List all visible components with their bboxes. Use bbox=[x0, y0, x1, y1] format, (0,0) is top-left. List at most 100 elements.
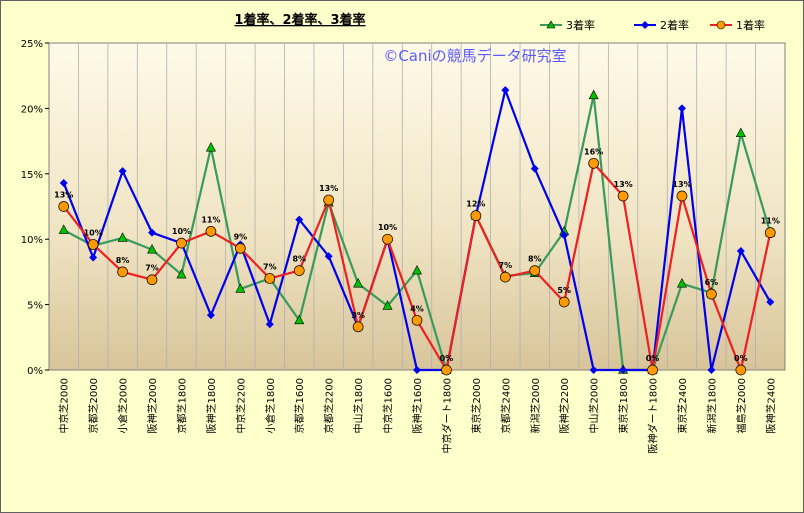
data-label: 7% bbox=[499, 261, 513, 270]
series-layer bbox=[58, 86, 776, 376]
x-tick-label: 阪神芝1800 bbox=[205, 378, 218, 433]
data-point bbox=[382, 300, 393, 310]
data-point bbox=[118, 167, 127, 176]
x-tick-label: 京都芝2400 bbox=[499, 378, 512, 433]
x-tick-label: 阪神ダート1800 bbox=[647, 378, 660, 453]
grid-lines bbox=[78, 43, 756, 370]
legend: 3着率 2着率 1着率 bbox=[540, 18, 765, 32]
data-label: 9% bbox=[234, 232, 248, 241]
data-point bbox=[352, 321, 364, 333]
data-label: 13% bbox=[614, 180, 633, 189]
data-point bbox=[619, 366, 628, 374]
x-tick-label: 小倉芝1800 bbox=[264, 378, 277, 433]
x-tick-label: 東京芝1800 bbox=[617, 378, 630, 433]
data-point bbox=[117, 266, 128, 278]
data-label: 8% bbox=[116, 256, 130, 265]
data-label: 8% bbox=[292, 255, 306, 264]
x-tick-label: 阪神芝2200 bbox=[558, 378, 571, 433]
data-point bbox=[735, 364, 747, 376]
data-point bbox=[205, 226, 217, 237]
data-point bbox=[676, 190, 688, 202]
data-label: 10% bbox=[84, 228, 103, 237]
x-tick-label: 京都芝2000 bbox=[87, 378, 100, 433]
data-point bbox=[324, 252, 333, 261]
y-tick-label: 0% bbox=[27, 366, 43, 377]
x-tick-label: 中山芝2000 bbox=[588, 378, 601, 433]
data-point bbox=[766, 297, 775, 306]
data-point bbox=[265, 320, 274, 329]
data-label: 10% bbox=[378, 223, 397, 232]
data-label: 12% bbox=[466, 200, 485, 209]
data-point bbox=[176, 268, 187, 279]
data-point bbox=[413, 366, 421, 374]
data-point bbox=[529, 265, 541, 276]
data-point bbox=[264, 273, 276, 284]
data-point bbox=[560, 231, 569, 240]
data-point bbox=[295, 215, 304, 224]
legend-2nd-marker bbox=[641, 21, 649, 29]
x-axis-ticks: 中京芝2000 京都芝2000 小倉芝2000 阪神芝2000 京都芝1800 阪神芝18… bbox=[58, 378, 778, 453]
data-label: 16% bbox=[584, 147, 603, 156]
data-label: 13% bbox=[54, 191, 73, 200]
data-point bbox=[87, 239, 99, 250]
x-tick-label: 新潟芝2000 bbox=[529, 378, 542, 433]
data-point bbox=[412, 264, 422, 275]
x-tick-label: 中京ダート1800 bbox=[440, 378, 453, 453]
data-point bbox=[677, 104, 686, 113]
data-point bbox=[617, 190, 629, 202]
data-point bbox=[736, 246, 745, 255]
data-point bbox=[176, 237, 187, 249]
data-point bbox=[323, 194, 335, 206]
x-tick-label: 新潟芝1800 bbox=[705, 378, 718, 433]
chart-title: 1着率、2着率、3着率 bbox=[234, 12, 365, 28]
data-label: 10% bbox=[172, 227, 191, 236]
data-label: 8% bbox=[528, 255, 542, 264]
data-point bbox=[647, 364, 658, 376]
data-label: 5% bbox=[557, 286, 571, 295]
watermark: ©Caniの競馬データ研究室 bbox=[383, 47, 566, 65]
data-point bbox=[676, 278, 687, 288]
data-point bbox=[235, 283, 246, 293]
data-label: 13% bbox=[319, 184, 338, 193]
y-tick-label: 25% bbox=[21, 39, 43, 50]
data-point bbox=[530, 164, 539, 173]
x-tick-label: 阪神芝2400 bbox=[764, 378, 777, 433]
data-point bbox=[441, 364, 452, 376]
x-tick-label: 東京芝2400 bbox=[676, 378, 689, 433]
data-point bbox=[294, 314, 305, 325]
x-tick-label: 阪神芝2000 bbox=[146, 378, 159, 433]
data-point bbox=[589, 366, 598, 374]
x-tick-label: 京都芝2200 bbox=[323, 378, 336, 433]
data-point bbox=[764, 227, 776, 239]
data-point bbox=[470, 210, 482, 222]
x-tick-label: 京都芝1800 bbox=[175, 378, 188, 433]
data-point bbox=[206, 311, 215, 320]
data-point bbox=[205, 141, 216, 152]
data-label: 7% bbox=[263, 262, 277, 271]
x-tick-label: 東京芝2000 bbox=[470, 378, 483, 433]
x-tick-label: 中京芝2000 bbox=[58, 378, 71, 433]
data-label: 0% bbox=[734, 354, 748, 363]
data-point bbox=[707, 366, 716, 374]
x-tick-label: 中京芝1600 bbox=[382, 378, 395, 433]
data-label: 13% bbox=[672, 180, 691, 189]
y-tick-label: 20% bbox=[21, 104, 43, 115]
data-point bbox=[146, 274, 158, 286]
x-tick-label: 阪神芝1600 bbox=[411, 378, 424, 433]
y-tick-label: 10% bbox=[21, 235, 43, 246]
data-point bbox=[411, 314, 423, 326]
x-tick-label: 中京芝2200 bbox=[234, 378, 247, 433]
legend-1st-label: 1着率 bbox=[736, 18, 765, 32]
legend-3rd-label: 3着率 bbox=[566, 18, 595, 32]
data-point bbox=[558, 296, 570, 308]
data-point bbox=[147, 244, 158, 254]
data-point bbox=[353, 278, 364, 288]
data-point bbox=[235, 243, 246, 254]
data-point bbox=[148, 228, 157, 237]
data-point bbox=[58, 201, 70, 212]
data-label: 4% bbox=[410, 304, 424, 313]
legend-1st-marker bbox=[716, 20, 726, 30]
data-point bbox=[382, 233, 393, 245]
data-point bbox=[499, 271, 511, 283]
